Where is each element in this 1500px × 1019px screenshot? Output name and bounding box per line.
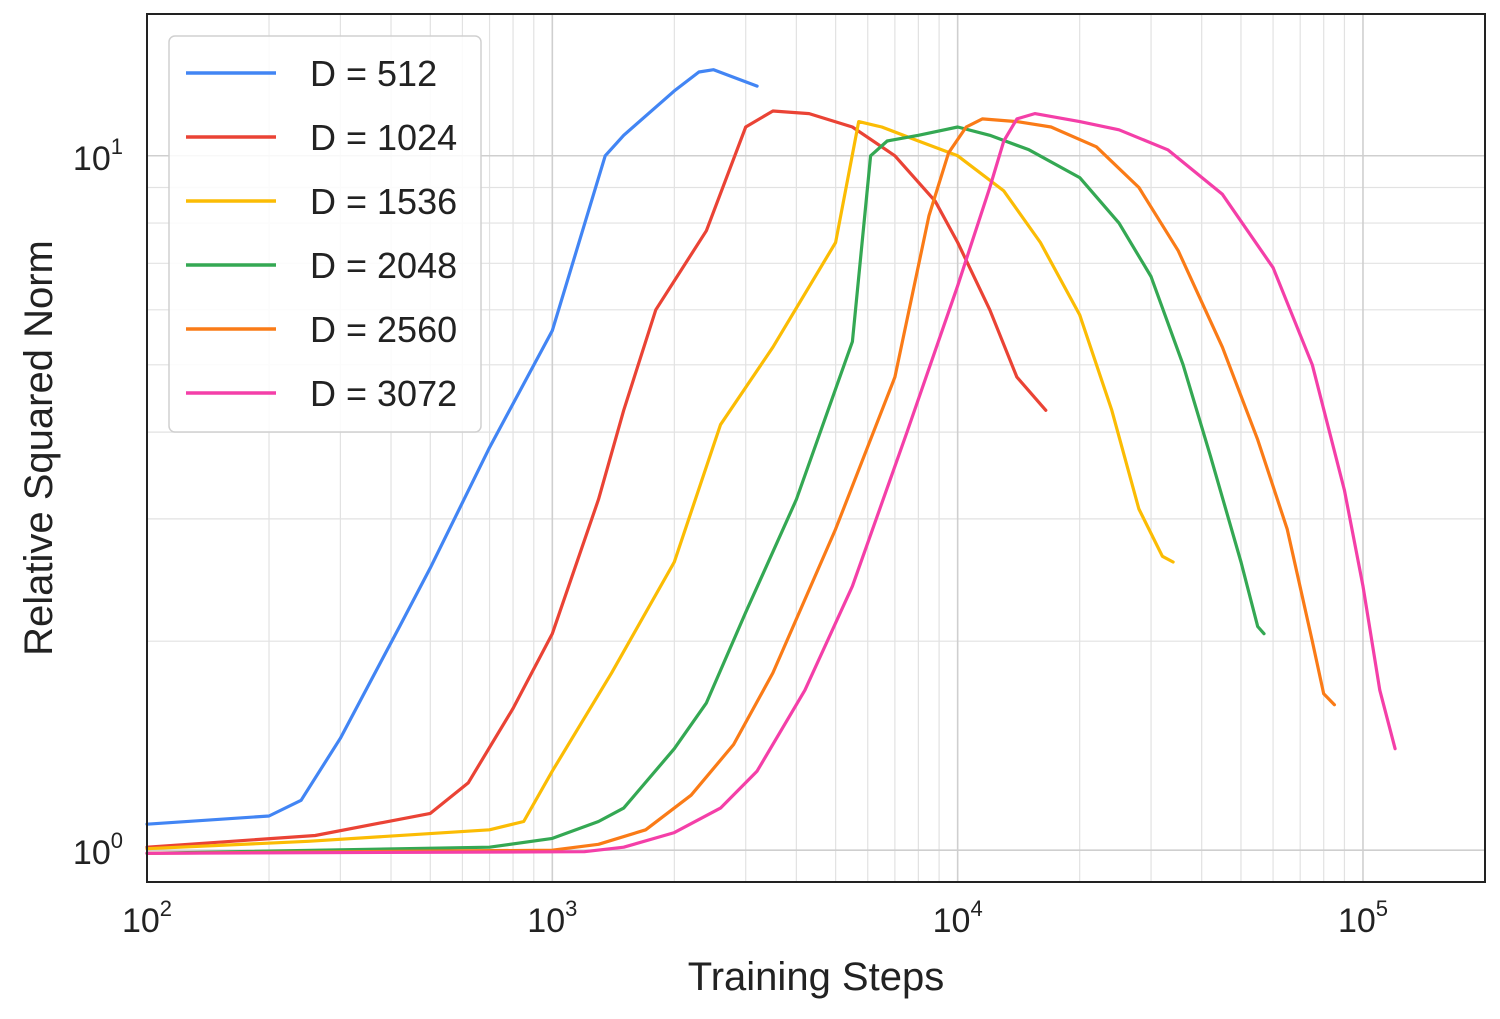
legend-box <box>168 35 482 433</box>
x-tick-label: 103 <box>527 896 577 940</box>
y-tick-label: 100 <box>73 828 123 872</box>
x-axis-ticks: 102 103 104 105 <box>122 896 1388 940</box>
legend-label-3: D = 1536 <box>310 181 457 222</box>
legend-label-5: D = 2560 <box>310 309 457 350</box>
series-line-2 <box>145 109 1048 849</box>
legend-label-1: D = 512 <box>310 53 437 94</box>
series-line-4 <box>145 125 1266 855</box>
series-line-6 <box>145 112 1397 855</box>
plot-frame <box>146 13 1486 883</box>
legend-label-4: D = 2048 <box>310 245 457 286</box>
x-tick-label: 105 <box>1338 896 1388 940</box>
y-axis-ticks: 100 101 <box>73 134 123 872</box>
x-tick-label: 102 <box>122 896 172 940</box>
series-line-3 <box>145 120 1175 851</box>
legend-label-6: D = 3072 <box>310 373 457 414</box>
series-lines <box>145 68 1397 855</box>
series-line-5 <box>145 117 1336 855</box>
y-tick-label: 101 <box>73 134 123 178</box>
y-axis-label: Relative Squared Norm <box>17 240 61 656</box>
x-axis-label: Training Steps <box>688 955 944 999</box>
legend: D = 512 D = 1024 D = 1536 D = 2048 D = 2560 D… <box>168 35 482 433</box>
legend-label-2: D = 1024 <box>310 117 457 158</box>
series-line-1 <box>145 68 759 826</box>
x-tick-label: 104 <box>933 896 983 940</box>
